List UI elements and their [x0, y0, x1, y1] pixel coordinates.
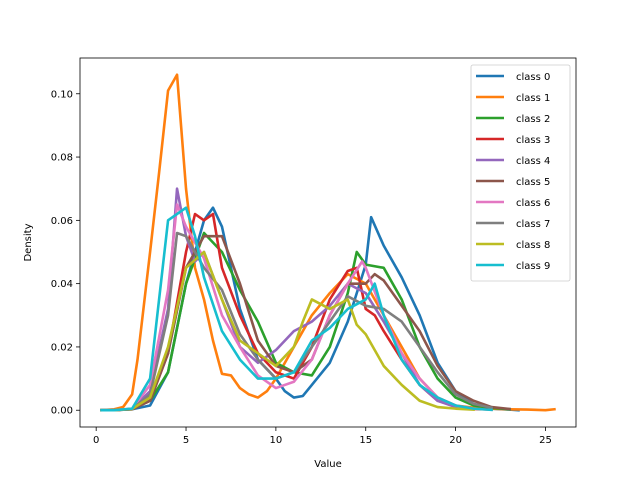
- series-line-class-6: [100, 203, 476, 412]
- legend-label-class-4: class 4: [516, 156, 550, 167]
- plot-lines: [100, 73, 556, 412]
- legend-label-class-8: class 8: [516, 240, 550, 251]
- x-axis-ticks: 0 5 10 15 20 25: [93, 427, 552, 446]
- series-line-class-2: [100, 231, 511, 412]
- series-line-class-9: [100, 206, 493, 412]
- y-axis-title: Density: [23, 223, 34, 261]
- legend-label-class-2: class 2: [516, 114, 550, 125]
- x-tick-label: 0: [93, 435, 99, 446]
- legend-label-class-6: class 6: [516, 198, 550, 209]
- legend-label-class-7: class 7: [516, 219, 550, 230]
- axes-frame: [79, 57, 577, 428]
- x-tick-label: 20: [449, 435, 462, 446]
- legend-label-class-0: class 0: [516, 72, 550, 83]
- legend: class 0 class 1 class 2 class 3 class 4 class…: [470, 64, 571, 282]
- x-tick-label: 15: [359, 435, 372, 446]
- y-axis-ticks: 0.00 0.02 0.04 0.06 0.08 0.10: [51, 89, 80, 417]
- y-tick-label: 0.10: [51, 89, 73, 100]
- y-tick-label: 0.06: [51, 216, 73, 227]
- x-tick-label: 5: [183, 435, 189, 446]
- legend-label-class-1: class 1: [516, 93, 550, 104]
- y-tick-label: 0.08: [51, 153, 73, 164]
- legend-label-class-5: class 5: [516, 177, 550, 188]
- legend-label-class-9: class 9: [516, 261, 550, 272]
- x-axis-title: Value: [314, 459, 341, 470]
- legend-label-class-3: class 3: [516, 135, 550, 146]
- y-tick-label: 0.04: [51, 279, 73, 290]
- series-line-class-8: [100, 250, 475, 412]
- x-tick-label: 25: [539, 435, 552, 446]
- y-tick-label: 0.00: [51, 406, 73, 417]
- y-tick-label: 0.02: [51, 342, 73, 353]
- x-tick-label: 10: [270, 435, 283, 446]
